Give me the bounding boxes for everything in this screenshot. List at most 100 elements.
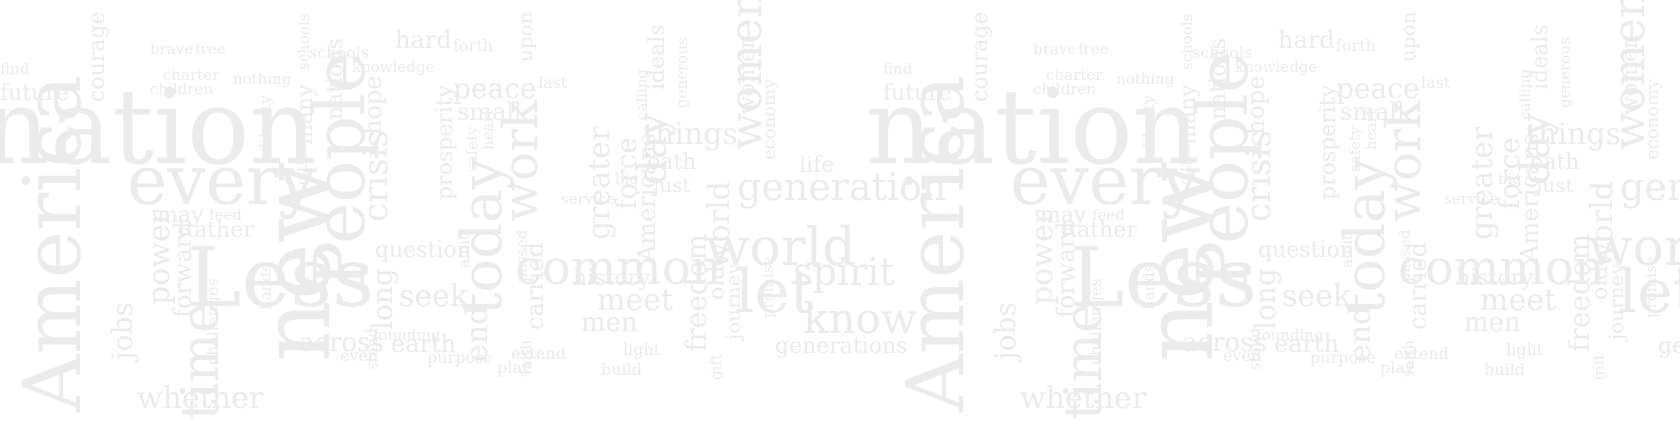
word-across: across	[299, 328, 384, 358]
word-courage: courage	[968, 11, 993, 102]
word-nations: nations	[323, 38, 348, 120]
word-last: last	[1421, 73, 1451, 92]
word-find: find	[0, 60, 30, 78]
word-generous: generous	[1556, 37, 1574, 108]
word-world: world	[702, 181, 737, 268]
word-find: find	[883, 60, 913, 78]
word-rather: Rather	[177, 218, 254, 243]
word-hope: hope	[1242, 75, 1270, 135]
word-know: know	[803, 294, 917, 343]
word-stand: stand	[363, 328, 381, 370]
word-extend: extend	[511, 344, 566, 363]
word-passed: passed	[513, 229, 531, 282]
word-generations: generations	[1658, 334, 1680, 359]
word-whether: whether	[1020, 381, 1147, 416]
word-earth: earth	[1274, 330, 1340, 358]
word-feed: feed	[1092, 206, 1125, 224]
word-gift: gift	[707, 354, 725, 380]
word-nothing: nothing	[1116, 70, 1175, 88]
word-prosperity: prosperity	[1316, 84, 1341, 200]
word-generous: generous	[673, 37, 691, 108]
word-prosperity: prosperity	[433, 84, 458, 200]
word-liberty: liberty	[256, 94, 275, 148]
word-nations: nations	[1206, 38, 1231, 120]
word-every: every	[1010, 142, 1200, 221]
word-cities: cities	[1176, 144, 1194, 185]
word-build: build	[1484, 360, 1526, 379]
word-world: world	[1585, 181, 1620, 268]
word-just: just	[653, 173, 691, 197]
word-crisis: crisis	[1239, 130, 1279, 222]
word-peace: peace	[453, 72, 537, 105]
word-children: children	[150, 80, 213, 98]
word-charter: charter	[1046, 66, 1103, 84]
word-things: things	[1526, 117, 1621, 152]
word-schools: schools	[1192, 43, 1253, 62]
word-meet: meet	[1480, 283, 1557, 318]
word-question: question	[375, 238, 471, 263]
word-promise: promise	[759, 256, 777, 318]
word-nation: nation	[866, 66, 1200, 188]
word-future: future	[883, 81, 952, 106]
word-brave: brave	[1033, 40, 1077, 58]
word-history: history	[1456, 266, 1534, 291]
word-hard: hard	[395, 26, 452, 54]
word-cloud-tile: nation every America new People Less today comm…	[0, 0, 946, 436]
word-generation: generation	[1620, 165, 1680, 209]
word-america: America	[6, 74, 99, 412]
word-children: children	[1033, 80, 1096, 98]
word-gift: gift	[1590, 354, 1608, 380]
word-many: many	[293, 84, 318, 145]
word-long: long	[366, 268, 399, 330]
word-long: long	[1249, 268, 1282, 330]
word-even: even	[1223, 346, 1262, 365]
word-small: small	[457, 98, 522, 126]
word-challenges: challenges	[1086, 278, 1105, 365]
word-calling: calling	[1516, 69, 1534, 120]
word-amid: amid	[455, 230, 473, 268]
word-promise: promise	[1642, 256, 1660, 318]
word-service: service	[561, 190, 616, 208]
word-forth: forth	[453, 36, 493, 55]
word-heart: heart	[479, 109, 497, 150]
word-rather: Rather	[1060, 218, 1137, 243]
word-small: small	[1340, 98, 1405, 126]
word-every: every	[127, 142, 317, 221]
word-big: big	[1498, 170, 1523, 188]
word-free: free	[1078, 40, 1109, 58]
word-question: question	[1258, 238, 1354, 263]
word-forth: forth	[1336, 36, 1376, 55]
word-purpose: purpose	[1310, 348, 1376, 367]
word-liberty: liberty	[1139, 94, 1158, 148]
word-crisis: crisis	[356, 130, 396, 222]
word-nation: nation	[0, 66, 317, 188]
word-play: play	[1380, 358, 1414, 377]
word-greater: greater	[582, 126, 617, 240]
word-build: build	[601, 360, 643, 379]
word-upon: upon	[1396, 11, 1420, 62]
word-greater: greater	[1465, 126, 1500, 240]
word-generations: generations	[775, 334, 908, 359]
word-schools: schools	[1178, 13, 1196, 70]
word-play: play	[497, 358, 531, 377]
word-whether: whether	[137, 381, 264, 416]
word-common: common	[515, 240, 722, 296]
word-upon: upon	[513, 11, 537, 62]
word-faith: faith	[1400, 340, 1418, 375]
word-women: women	[1604, 0, 1655, 150]
word-safety: safety	[1346, 126, 1364, 172]
word-calling: calling	[633, 69, 651, 120]
word-cities: cities	[293, 144, 311, 185]
word-earth: earth	[391, 330, 457, 358]
word-seek: seek	[399, 279, 469, 314]
word-brave: brave	[150, 40, 194, 58]
word-cloud-tile: nation every America new People Less today comm…	[808, 0, 1680, 436]
word-purpose: purpose	[427, 348, 493, 367]
word-founding: founding	[1256, 326, 1324, 344]
word-amid: amid	[1338, 230, 1356, 268]
word-men: men	[1464, 308, 1521, 338]
word-heart: heart	[1362, 109, 1380, 150]
word-founding: founding	[373, 326, 441, 344]
word-hands: hands	[257, 264, 275, 310]
